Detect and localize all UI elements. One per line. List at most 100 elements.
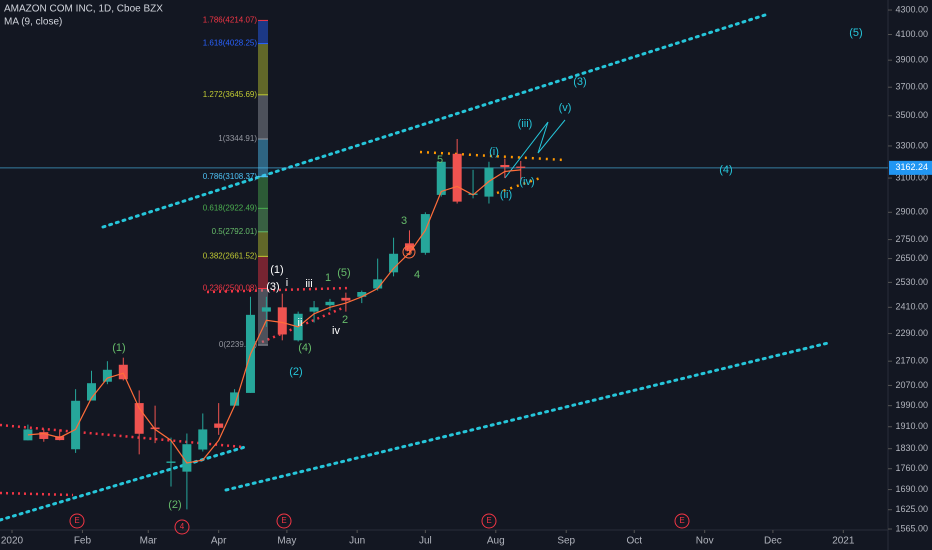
event-circle <box>174 519 190 535</box>
candle-body <box>134 403 144 434</box>
fib-label: 1(3344.91) <box>218 134 257 143</box>
x-tick-label: 2020 <box>1 536 24 547</box>
y-tick-label: 2410.00 <box>895 302 928 312</box>
wave-label: (1) <box>112 342 125 354</box>
fib-label: 0.786(3108.37) <box>203 172 258 181</box>
fib-band <box>258 208 268 232</box>
y-tick-label: 2070.00 <box>895 380 928 390</box>
y-tick-label: 1830.00 <box>895 443 928 453</box>
red-trendline <box>0 491 74 497</box>
chart-title: AMAZON COM INC, 1D, Cboe BZX <box>4 4 163 15</box>
fib-band <box>258 176 268 209</box>
x-tick-label: Nov <box>696 536 714 547</box>
fib-label: 1.272(3645.69) <box>203 90 258 99</box>
candle-body <box>23 429 33 441</box>
fib-band <box>258 139 268 177</box>
event-circle <box>674 513 690 529</box>
candle-body <box>357 292 367 297</box>
wave-label: (4) <box>298 342 311 354</box>
fib-band <box>258 20 268 44</box>
wave-label: (3) <box>573 76 586 88</box>
candle-body <box>198 429 208 450</box>
y-tick-label: 1565.00 <box>895 523 928 533</box>
candle-body <box>102 369 112 382</box>
candle-body <box>452 153 462 202</box>
y-tick-label: 1760.00 <box>895 463 928 473</box>
wave-label: E <box>74 516 79 525</box>
red-trendline <box>0 423 244 449</box>
y-tick-label: 1625.00 <box>895 504 928 514</box>
wave-label: (3) <box>266 281 279 293</box>
wave-label: (v) <box>559 102 572 114</box>
wave-label: (i) <box>489 146 499 158</box>
candle-body <box>516 166 526 168</box>
event-circle <box>276 513 292 529</box>
projection-path <box>504 119 566 179</box>
wave-label: E <box>281 516 286 525</box>
y-tick-label: 3700.00 <box>895 82 928 92</box>
wave-label: 3 <box>401 215 407 227</box>
x-tick-label: Mar <box>140 536 158 547</box>
wave-label: 2 <box>342 314 348 326</box>
x-tick-label: Apr <box>211 536 227 547</box>
y-tick-label: 4300.00 <box>895 4 928 14</box>
fib-label: 0.5(2792.01) <box>212 227 258 236</box>
candle-body <box>277 307 287 335</box>
fib-label: 0.618(2922.49) <box>203 203 258 212</box>
wave-label: iii <box>305 278 312 290</box>
x-tick-label: Dec <box>764 536 782 547</box>
candle-body <box>182 444 192 472</box>
y-tick-label: 3300.00 <box>895 140 928 150</box>
y-tick-label: 1990.00 <box>895 400 928 410</box>
candle-body <box>404 243 414 251</box>
triangle-bottom <box>496 176 541 195</box>
y-tick-label: 4100.00 <box>895 29 928 39</box>
fib-band <box>258 94 268 140</box>
candle-body <box>118 364 128 380</box>
fib-label: 0.382(2661.52) <box>203 251 258 260</box>
wave-label: (2) <box>168 499 181 511</box>
lower-channel <box>224 341 830 492</box>
wave-label: i <box>286 277 288 289</box>
wave-label: (4) <box>719 164 732 176</box>
y-tick-label: 2530.00 <box>895 277 928 287</box>
event-circle <box>481 513 497 529</box>
candle-body <box>373 279 383 289</box>
fib-label: 0(2239.11) <box>219 340 257 349</box>
fib-label: 0.236(2500.08) <box>203 284 258 293</box>
x-tick-label: Sep <box>557 536 575 547</box>
wave-label: ii <box>298 317 303 329</box>
y-tick-label: 2750.00 <box>895 234 928 244</box>
wave-label: (2) <box>289 366 302 378</box>
event-circle <box>69 513 85 529</box>
candle-body <box>166 461 176 463</box>
wave-label: (5) <box>337 267 350 279</box>
y-tick-label: 1910.00 <box>895 421 928 431</box>
candle-body <box>71 400 81 450</box>
x-tick-label: Feb <box>74 536 92 547</box>
fib-band <box>258 231 268 257</box>
candle-body <box>39 432 49 439</box>
candle-body <box>341 297 351 301</box>
candle-body <box>150 427 160 430</box>
last-price-box <box>889 160 932 175</box>
y-tick-label: 1690.00 <box>895 484 928 494</box>
y-tick-label: 3500.00 <box>895 110 928 120</box>
wave-label: (5) <box>849 27 862 39</box>
y-tick-label: 2170.00 <box>895 356 928 366</box>
fib-band <box>258 256 268 289</box>
candle-body <box>325 301 335 306</box>
y-tick-label: 3900.00 <box>895 55 928 65</box>
candle-body <box>261 307 271 312</box>
wave-label: 4 <box>180 522 185 531</box>
candle-body <box>500 164 510 168</box>
indicator-legend: MA (9, close) <box>4 17 62 28</box>
candle-body <box>86 383 96 401</box>
fib-band <box>258 288 268 346</box>
wave-label: (iii) <box>518 118 533 130</box>
x-tick-label: 2021 <box>832 536 855 547</box>
y-tick-label: 2650.00 <box>895 253 928 263</box>
wave-label: E <box>679 516 684 525</box>
